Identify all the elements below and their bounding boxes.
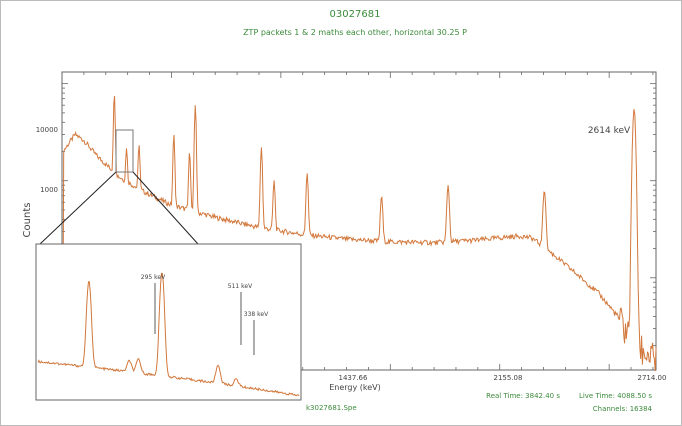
figure-subtitle: ZTP packets 1 & 2 maths each other, hori… bbox=[243, 28, 467, 37]
spectrum-series-line bbox=[61, 95, 657, 372]
inset-spectrum-line bbox=[37, 272, 300, 397]
filename-label: k3027681.Spe bbox=[306, 404, 357, 412]
live-time-label: Live Time: 4088.50 s bbox=[579, 392, 652, 400]
inset-annotation-295-kev: 295 keV bbox=[141, 274, 166, 281]
annotation-2614-kev: 2614 keV bbox=[588, 126, 631, 136]
zoom-leader-left bbox=[39, 171, 117, 245]
x-axis-label: Energy (keV) bbox=[329, 383, 381, 392]
inset-annotation-511-kev: 511 keV bbox=[228, 283, 253, 290]
real-time-label: Real Time: 3842.40 s bbox=[486, 392, 560, 400]
zoom-leader-right bbox=[132, 171, 199, 245]
plot-area bbox=[61, 71, 657, 371]
x-tick-label-1437: 1437.66 bbox=[339, 374, 368, 382]
x-tick-label-2155: 2155.08 bbox=[494, 374, 523, 382]
inset-panel: 295 keV 511 keV 338 keV bbox=[35, 243, 302, 401]
y-tick-label-10000: 10000 bbox=[36, 126, 58, 134]
y-tick-label-1000: 1000 bbox=[40, 186, 58, 194]
inset-annotation-338-kev: 338 keV bbox=[244, 311, 269, 318]
zoom-region-box bbox=[115, 129, 134, 173]
x-tick-label-2714: 2714.00 bbox=[638, 374, 667, 382]
channels-label: Channels: 16384 bbox=[593, 405, 653, 413]
y-axis-label: Counts bbox=[22, 203, 33, 238]
figure-title: 03027681 bbox=[330, 9, 381, 20]
